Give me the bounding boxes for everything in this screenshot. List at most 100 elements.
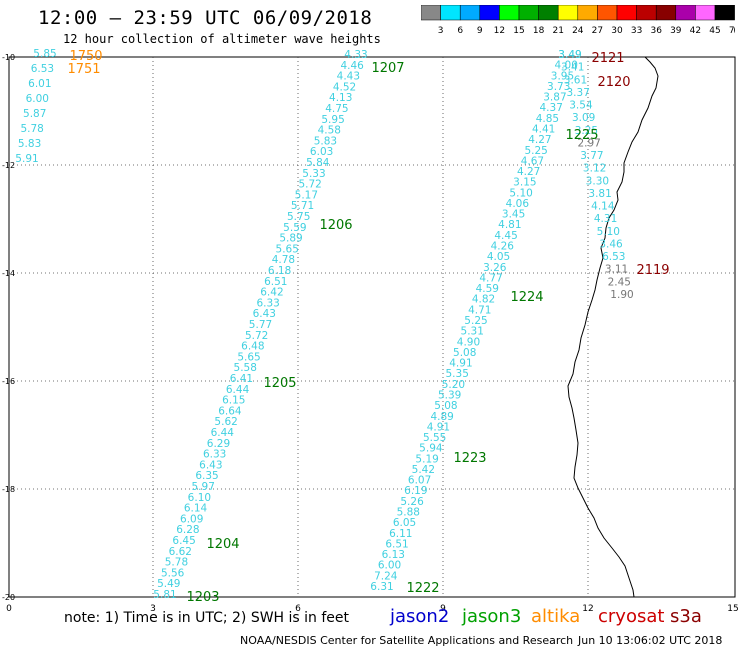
wave-height-value: 5.97 (192, 481, 215, 493)
wave-height-value: 6.10 (188, 492, 211, 504)
wave-height-value: 4.91 (427, 421, 450, 433)
wave-height-value: 5.55 (423, 432, 446, 444)
wave-height-value: 5.58 (234, 362, 257, 374)
wave-height-value: 6.43 (199, 459, 222, 471)
wave-height-value: 6.53 (31, 63, 54, 75)
wave-height-value: 6.00 (378, 560, 401, 572)
colorbar-label: 33 (631, 26, 642, 36)
legend-jason3: jason3 (462, 606, 522, 627)
wave-height-value: 6.45 (172, 535, 195, 547)
map-grid (9, 57, 735, 597)
wave-height-value: 3.25 (575, 125, 598, 137)
wave-height-value: 4.06 (506, 198, 530, 210)
wave-height-value: 6.64 (218, 405, 242, 417)
wave-height-value: 5.19 (415, 453, 438, 465)
wave-height-value: 5.84 (306, 157, 330, 169)
wave-height-value: 5.72 (298, 179, 321, 191)
colorbar-label: 24 (572, 26, 584, 36)
wave-height-value: 5.25 (464, 315, 487, 327)
wave-height-value: 3.26 (483, 262, 507, 274)
wave-height-value: 5.35 (446, 368, 469, 380)
wave-height-value: 6.44 (226, 384, 250, 396)
wave-height-value: 1.90 (610, 289, 633, 301)
wave-height-value: 5.10 (597, 226, 620, 238)
wave-height-value: 3.95 (551, 70, 574, 82)
wave-height-value: 4.78 (272, 254, 295, 266)
wave-height-value: 6.33 (203, 449, 226, 461)
y-tick-label: -18 (2, 485, 15, 494)
wave-height-value: 2.97 (577, 137, 600, 149)
wave-height-value: 4.90 (457, 336, 480, 348)
wave-height-value: 4.82 (472, 294, 495, 306)
footer-credit: NOAA/NESDIS Center for Satellite Applica… (240, 634, 574, 647)
wave-height-value: 6.19 (404, 485, 427, 497)
wave-height-value: 4.59 (476, 283, 499, 295)
wave-height-value: 4.67 (521, 155, 544, 167)
wave-height-value: 4.41 (532, 123, 555, 135)
wave-height-value: 6.48 (241, 341, 264, 353)
wave-height-value: 6.44 (211, 427, 235, 439)
wave-height-value: 6.11 (389, 528, 412, 540)
wave-height-value: 4.52 (333, 81, 356, 93)
pass-time-label: 1203 (186, 590, 219, 605)
legend-cryosat: cryosat (598, 606, 665, 627)
wave-height-value: 5.62 (214, 416, 237, 428)
pass-time-label: 1207 (371, 61, 404, 76)
wave-height-value: 5.71 (291, 200, 314, 212)
pass-time-label: 1223 (453, 451, 486, 466)
y-tick-label: -14 (2, 269, 15, 278)
coastline (567, 56, 659, 598)
pass-time-label: 1222 (406, 581, 439, 596)
wave-height-value: 3.77 (580, 150, 603, 162)
wave-height-value: 6.07 (408, 475, 431, 487)
wave-height-value: 3.81 (588, 188, 611, 200)
wave-height-value: 5.25 (524, 145, 547, 157)
colorbar-label: 18 (533, 26, 545, 36)
x-tick-label: 15 (727, 604, 738, 614)
wave-height-value: 5.88 (397, 507, 420, 519)
wave-height-value: 3.30 (586, 175, 609, 187)
wave-height-value: 6.43 (253, 308, 276, 320)
pass-time-label: 1751 (67, 62, 100, 77)
wave-height-value: 6.62 (169, 546, 192, 558)
pass-time-label: 1225 (565, 128, 598, 143)
wave-height-value: 4.89 (430, 411, 453, 423)
wave-height-value: 6.53 (602, 251, 625, 263)
colorbar-label: 15 (513, 26, 524, 36)
pass-time-label: 2120 (597, 75, 630, 90)
x-tick-label: 12 (582, 604, 593, 614)
wave-height-value: 6.14 (184, 503, 208, 515)
wave-height-value: 5.33 (302, 168, 325, 180)
x-tick-label: 3 (150, 604, 156, 614)
wave-height-value: 4.77 (479, 272, 502, 284)
wave-height-value: 4.13 (329, 92, 352, 104)
wave-height-value: 3.87 (543, 92, 566, 104)
wave-height-value: 5.78 (165, 557, 188, 569)
legend-jason2: jason2 (390, 606, 450, 627)
wave-height-value: 3.45 (502, 209, 525, 221)
wave-height-value: 4.33 (344, 49, 367, 61)
wave-height-value: 5.81 (153, 589, 176, 601)
pass-time-label: 2121 (591, 51, 624, 66)
wave-height-value: 3.12 (583, 163, 606, 175)
wave-height-value: 3.46 (599, 238, 623, 250)
wave-height-value: 5.85 (33, 48, 56, 60)
wave-height-value: 4.71 (468, 304, 491, 316)
colorbar-label: 6 (457, 26, 463, 36)
y-tick-label: -20 (2, 593, 15, 602)
wave-height-value: 5.56 (161, 567, 185, 579)
pass-time-label: 2119 (636, 263, 669, 278)
colorbar-label: 27 (592, 26, 603, 36)
footer-timestamp: Jun 10 13:06:02 UTC 2018 (578, 634, 723, 647)
y-tick-label: -12 (2, 161, 15, 170)
page-title: 12:00 – 23:59 UTC 06/09/2018 (38, 7, 373, 29)
wave-height-value: 3.49 (558, 49, 581, 61)
axis-tick-labels: 0 3 6 9 12 15 -10 -12 -14 -16 -18 -20 (2, 53, 739, 614)
legend-s3a: s3a (670, 606, 702, 627)
wave-height-value: 6.28 (176, 524, 199, 536)
wave-height-value: 6.51 (385, 538, 408, 550)
wave-height-value: 5.31 (461, 326, 484, 338)
pass-time-label: 1206 (319, 218, 352, 233)
